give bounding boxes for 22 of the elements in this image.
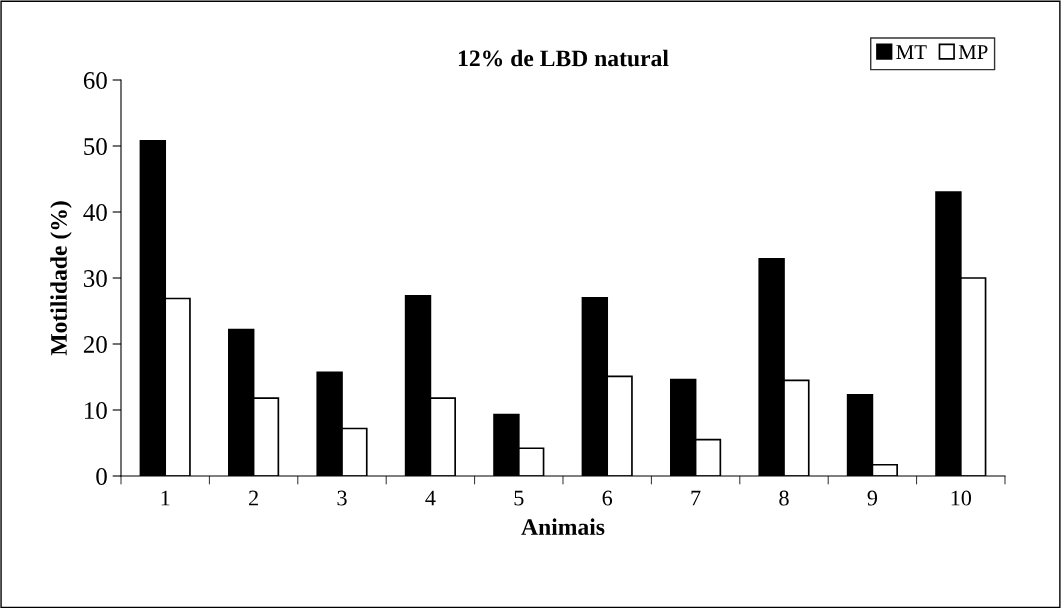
- x-tick-label: 2: [249, 490, 258, 506]
- legend-label: MP: [958, 45, 988, 59]
- x-tick-label: 3: [337, 490, 347, 506]
- x-tick-label: 9: [867, 490, 878, 506]
- x-axis-title: Animais: [521, 518, 605, 535]
- x-tick-label: 5: [514, 490, 524, 506]
- y-tick-label: 20: [83, 336, 107, 353]
- x-tick-label: 4: [425, 490, 436, 506]
- x-tick-label: 8: [779, 490, 789, 506]
- y-axis-title: Motilidade (%): [50, 201, 72, 356]
- chart-title: 12% de LBD natural: [458, 49, 669, 67]
- y-tick-label: 0: [96, 468, 107, 485]
- x-tick-label: 10: [951, 490, 972, 506]
- x-tick-label: 1: [161, 490, 170, 506]
- y-tick-label: 50: [84, 138, 107, 155]
- y-tick-label: 30: [84, 270, 107, 287]
- x-tick-label: 7: [691, 490, 701, 506]
- legend-label: MT: [896, 45, 927, 59]
- x-tick-label: 6: [602, 490, 613, 506]
- y-tick-label: 60: [83, 72, 107, 89]
- y-tick-label: 10: [85, 402, 107, 419]
- y-tick-label: 40: [83, 204, 107, 221]
